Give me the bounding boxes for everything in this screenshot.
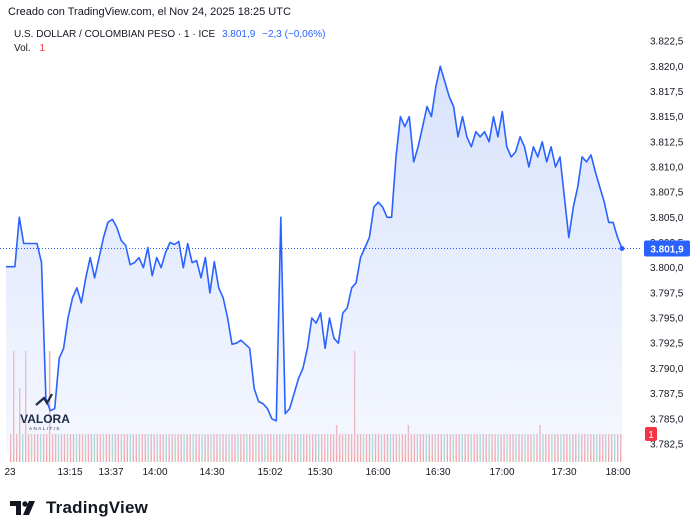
y-tick-label: 3.815,0: [650, 112, 684, 123]
price-area-fill: [6, 66, 622, 455]
chart-legend: U.S. DOLLAR / COLOMBIAN PESO · 1 · ICE 3…: [14, 29, 325, 40]
watermark-name: VALORA: [20, 412, 70, 426]
watermark-sub: ANALITIK: [29, 426, 61, 431]
x-tick-label: 17:00: [489, 467, 514, 478]
valora-logo-icon: [35, 393, 53, 406]
x-tick-label: 16:00: [365, 467, 390, 478]
price-change: −2,3 (−0,06%): [262, 29, 326, 40]
chart-caption: Creado con TradingView.com, el Nov 24, 2…: [8, 6, 291, 18]
y-tick-label: 3.795,0: [650, 314, 684, 325]
tradingview-footer[interactable]: TradingView: [10, 497, 148, 519]
y-tick-label: 3.787,5: [650, 389, 684, 400]
symbol-label[interactable]: U.S. DOLLAR / COLOMBIAN PESO · 1 · ICE: [14, 29, 216, 40]
x-tick-label: 14:30: [199, 467, 224, 478]
y-tick-label: 3.807,5: [650, 188, 684, 199]
volume-legend: Vol. 1: [14, 43, 45, 54]
price-chart[interactable]: VALORA ANALITIK 3.822,53.820,03.817,53.8…: [0, 0, 700, 495]
tradingview-logo-icon: [10, 501, 35, 515]
y-tick-label: 3.800,0: [650, 263, 684, 274]
y-tick-label: 3.812,5: [650, 137, 684, 148]
x-axis: 23 13:15 13:37 14:00 14:30 15:02 15:30 16:00 16:…: [4, 467, 631, 478]
last-point: [619, 246, 625, 251]
y-tick-label: 3.790,0: [650, 364, 684, 375]
x-tick-label: 15:30: [307, 467, 332, 478]
y-tick-label: 3.822,5: [650, 37, 684, 48]
y-tick-label: 3.805,0: [650, 213, 684, 224]
y-tick-label: 3.797,5: [650, 288, 684, 299]
last-price-badge-label: 3.801,9: [650, 245, 684, 256]
x-tick-label: 13:15: [57, 467, 82, 478]
volume-badge-label: 1: [648, 430, 654, 441]
volume-label[interactable]: Vol.: [14, 43, 31, 54]
x-tick-label: 14:00: [142, 467, 167, 478]
price-line: [6, 65, 623, 422]
y-axis: 3.822,5 3.820,0 3.817,5 3.815,0 3.812,5 3.810…: [650, 37, 684, 451]
y-tick-label: 3.782,5: [650, 439, 684, 450]
x-tick-label: 23: [4, 467, 16, 478]
last-price-badge: [644, 240, 690, 257]
y-tick-label: 3.820,0: [650, 62, 684, 73]
x-tick-label: 13:37: [98, 467, 123, 478]
y-tick-label: 3.817,5: [650, 87, 684, 98]
last-price: 3.801,9: [221, 29, 256, 40]
axis-badges: 3.801,9 1: [644, 240, 690, 441]
valora-watermark: VALORA ANALITIK: [20, 393, 70, 431]
x-tick-label: 18:00: [605, 467, 630, 478]
x-tick-label: 17:30: [551, 467, 576, 478]
y-tick-label: 3.810,0: [650, 163, 684, 174]
y-tick-label: 3.792,5: [650, 339, 684, 350]
x-tick-label: 16:30: [425, 467, 450, 478]
volume-badge: [645, 427, 657, 441]
y-tick-label: 3.785,0: [650, 414, 684, 425]
price-area: [6, 65, 625, 455]
x-tick-label: 15:02: [257, 467, 282, 478]
tradingview-wordmark: TradingView: [46, 498, 149, 517]
volume-value: 1: [39, 43, 46, 54]
